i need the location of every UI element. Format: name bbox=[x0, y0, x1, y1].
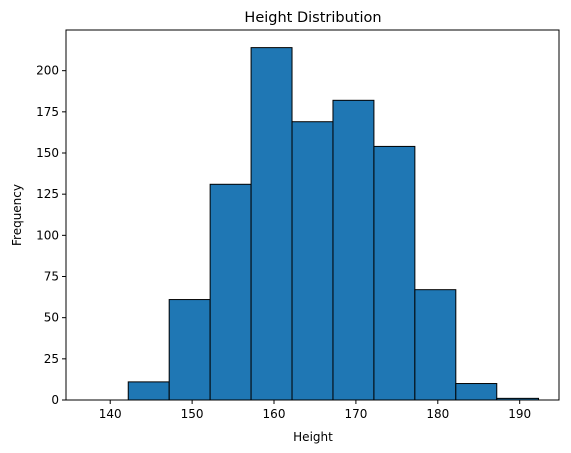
y-axis-ticks: 0 25 50 75 100 125 150 175 200 bbox=[36, 64, 66, 407]
y-tick-label: 75 bbox=[44, 270, 59, 284]
x-tick-label: 180 bbox=[426, 407, 449, 421]
x-tick-label: 170 bbox=[344, 407, 367, 421]
y-tick-label: 100 bbox=[36, 228, 59, 242]
y-tick-label: 150 bbox=[36, 146, 59, 160]
y-tick-label: 125 bbox=[36, 187, 59, 201]
histogram-bar-1 bbox=[127, 381, 170, 401]
x-tick-label: 150 bbox=[181, 407, 204, 421]
x-axis-ticks: 140 150 160 170 180 190 bbox=[99, 400, 531, 421]
y-tick-label: 175 bbox=[36, 105, 59, 119]
histogram-bar-7 bbox=[373, 145, 416, 401]
histogram-bar-4 bbox=[250, 47, 293, 401]
histogram-bar-6 bbox=[332, 99, 375, 401]
x-tick-label: 160 bbox=[263, 407, 286, 421]
y-tick-label: 50 bbox=[44, 311, 59, 325]
chart-title: Height Distribution bbox=[244, 10, 381, 26]
histogram-bar-2 bbox=[168, 299, 211, 401]
x-tick-label: 190 bbox=[508, 407, 531, 421]
histogram-bar-5 bbox=[291, 121, 334, 401]
x-tick-label: 140 bbox=[99, 407, 122, 421]
histogram-bar-8 bbox=[414, 289, 457, 401]
y-tick-label: 25 bbox=[44, 352, 59, 366]
x-axis-label: Height bbox=[293, 430, 333, 444]
y-axis-label: Frequency bbox=[10, 184, 24, 246]
histogram-bar-9 bbox=[455, 383, 498, 401]
y-tick-label: 200 bbox=[36, 64, 59, 78]
plot-frame bbox=[65, 29, 560, 401]
y-tick-label: 0 bbox=[51, 393, 59, 407]
histogram-bar-3 bbox=[209, 183, 252, 401]
bars-group bbox=[127, 47, 540, 401]
